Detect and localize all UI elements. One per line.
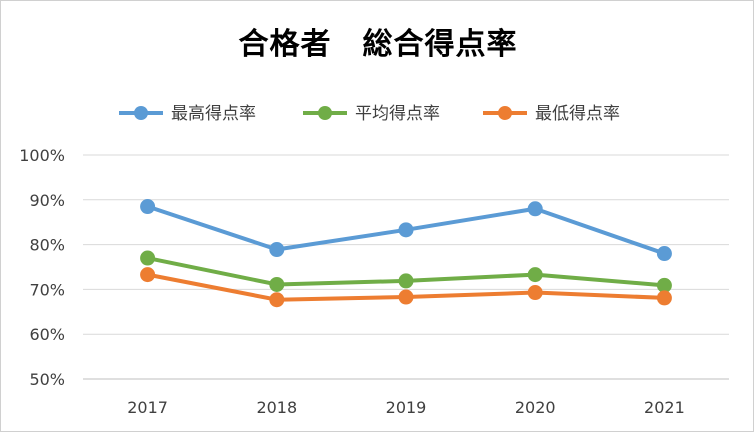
legend-marker [318, 106, 332, 120]
legend-label: 平均得点率 [355, 104, 440, 124]
data-point [527, 201, 543, 217]
y-axis: 50% 60% 70% 80% 90% 100% [19, 146, 65, 389]
y-tick-label: 80% [29, 236, 65, 255]
chart-title: 合格者 総合得点率 [238, 27, 518, 62]
data-point [140, 199, 156, 215]
grid-lines [83, 154, 729, 380]
data-point [527, 267, 543, 283]
data-point [656, 277, 672, 293]
data-point [398, 222, 414, 238]
x-tick-label: 2021 [644, 398, 685, 417]
data-point [269, 242, 285, 258]
y-tick-label: 90% [29, 191, 65, 210]
legend-marker [134, 106, 148, 120]
data-point [398, 289, 414, 305]
x-tick-label: 2018 [256, 398, 297, 417]
y-tick-label: 100% [19, 146, 65, 165]
data-point [656, 246, 672, 262]
x-axis: 2017 2018 2019 2020 2021 [127, 398, 685, 417]
legend-label: 最高得点率 [171, 104, 256, 124]
data-point [527, 285, 543, 301]
legend-label: 最低得点率 [535, 104, 620, 124]
y-tick-label: 70% [29, 280, 65, 299]
data-point [269, 276, 285, 292]
y-tick-label: 50% [29, 370, 65, 389]
series-group [140, 199, 672, 308]
data-point [656, 290, 672, 306]
data-point [269, 292, 285, 308]
x-tick-label: 2017 [127, 398, 168, 417]
y-tick-label: 60% [29, 325, 65, 344]
data-point [398, 273, 414, 289]
data-point [140, 250, 156, 266]
legend-marker [498, 106, 512, 120]
legend: 最高得点率 平均得点率 最低得点率 [119, 104, 620, 124]
x-tick-label: 2020 [515, 398, 556, 417]
data-point [140, 267, 156, 283]
x-tick-label: 2019 [386, 398, 427, 417]
